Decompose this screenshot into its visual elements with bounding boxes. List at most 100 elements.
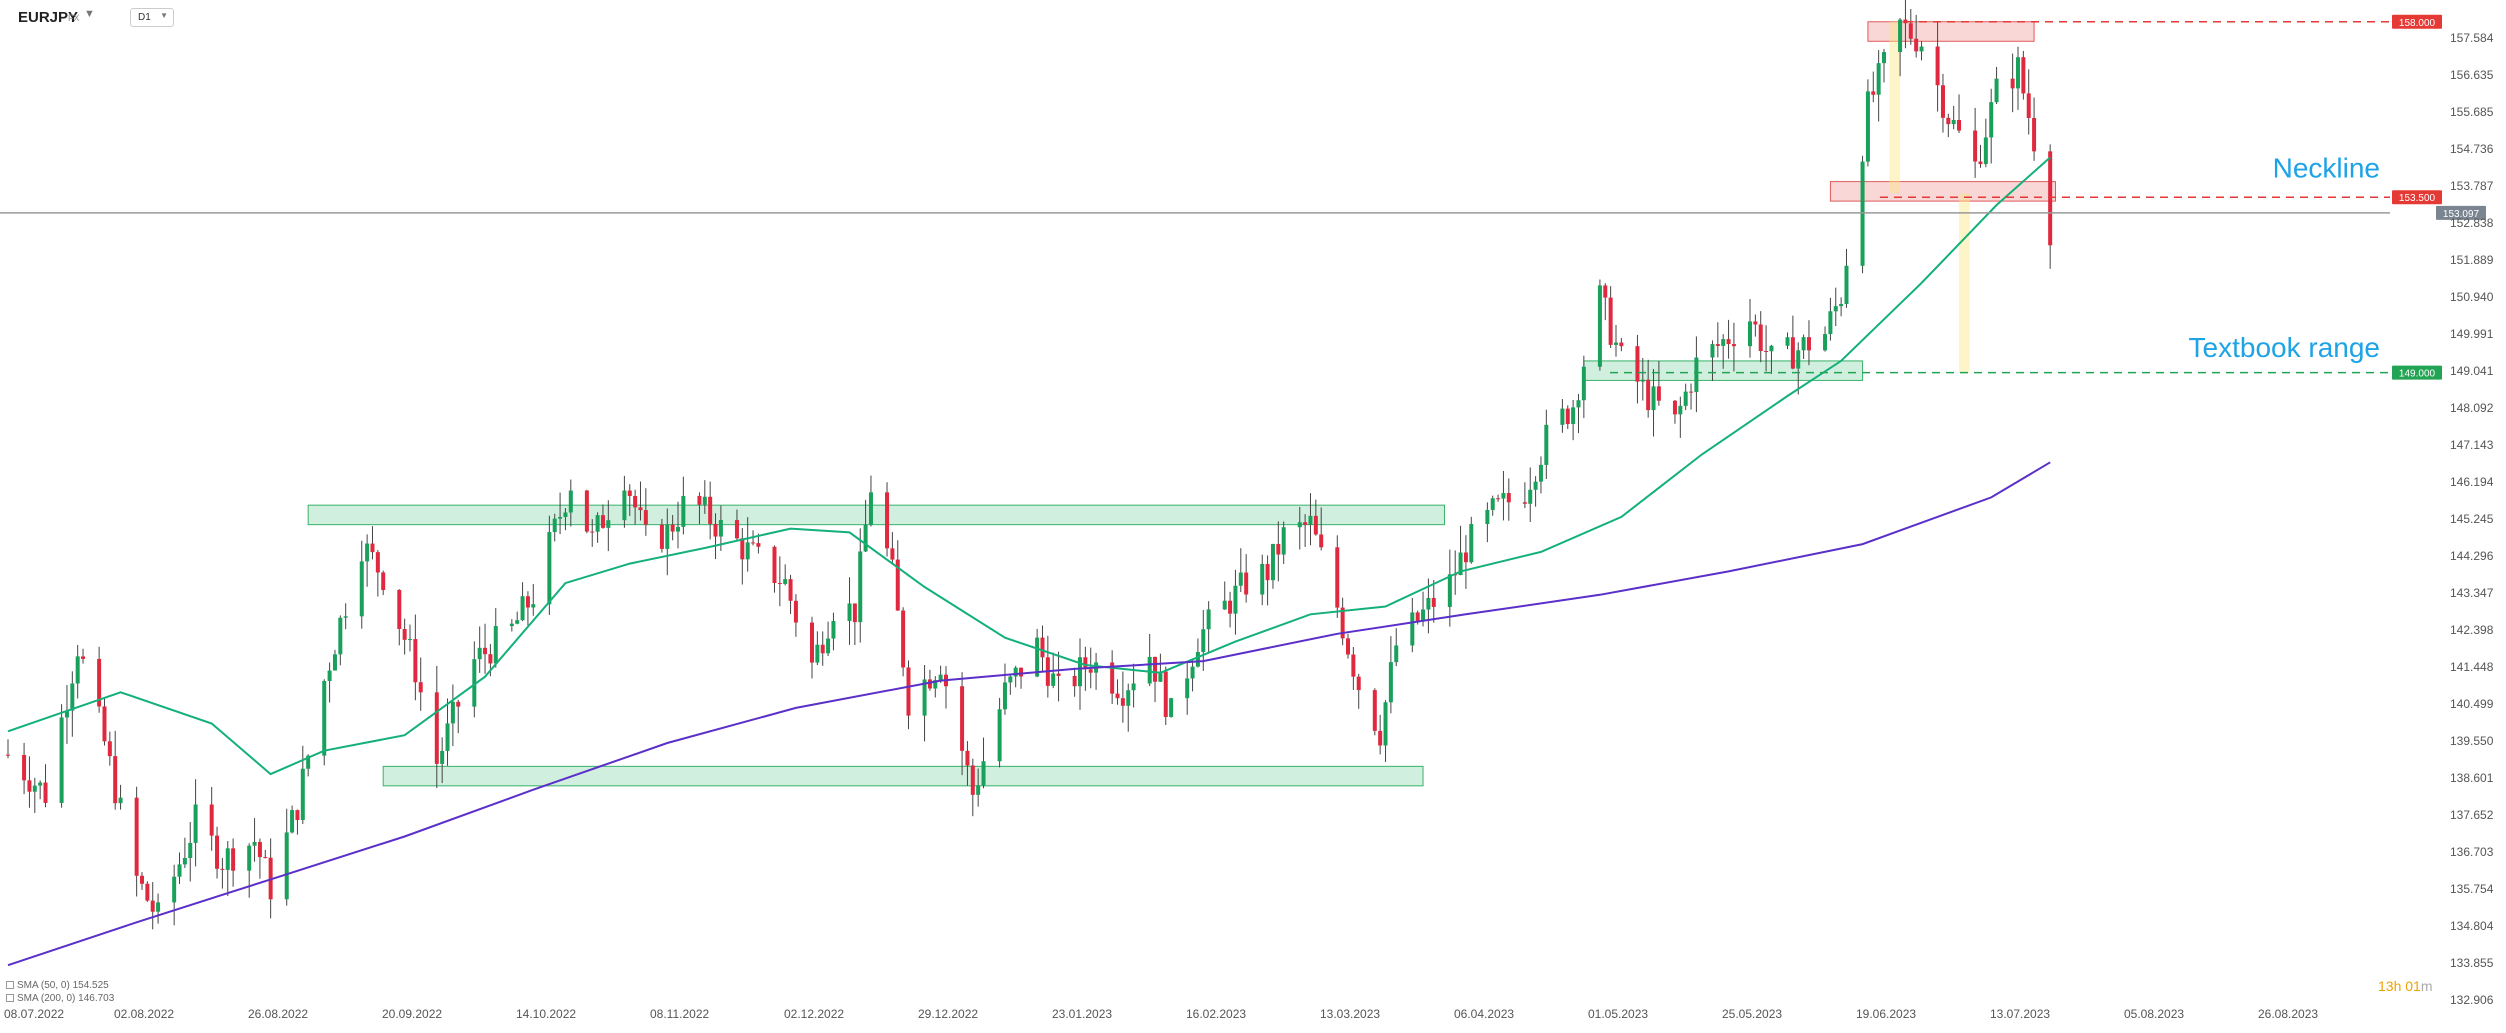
candle-body: [745, 542, 750, 560]
candle-body: [681, 495, 686, 527]
candle-body: [1694, 357, 1699, 393]
chevron-down-icon[interactable]: ▼: [84, 8, 95, 20]
legend-sma50[interactable]: SMA (50, 0) 154.525: [6, 980, 109, 991]
candle-body: [1672, 400, 1677, 415]
candle-body: [563, 512, 568, 517]
x-tick-label: 16.02.2023: [1186, 1007, 1246, 1021]
candle-body: [1303, 522, 1308, 525]
annotation-label: Neckline: [2273, 153, 2380, 184]
candle-body: [1731, 344, 1736, 347]
legend-sma50-label: SMA (50, 0) 154.525: [17, 980, 109, 991]
price-mark-box: [2392, 365, 2442, 380]
timeframe-dropdown[interactable]: D1 ▼: [130, 8, 174, 27]
candle-body: [868, 492, 873, 525]
candle-body: [783, 579, 788, 584]
candle-body: [1726, 339, 1731, 345]
candle-body: [1646, 379, 1651, 411]
symbol-selector[interactable]: EURJPY: [18, 9, 79, 26]
candle-body: [1560, 408, 1565, 425]
candle-body: [1651, 386, 1656, 411]
candle-body: [370, 543, 375, 553]
candle-body: [1206, 609, 1211, 630]
timer-unit: m: [2420, 978, 2433, 994]
candle-body: [1469, 524, 1474, 563]
candle-body: [1689, 391, 1694, 393]
price-mark-box: [2436, 205, 2486, 220]
candle-body: [182, 857, 187, 865]
candle-body: [118, 797, 123, 804]
candle-body: [1957, 119, 1962, 131]
candle-body: [22, 754, 27, 781]
candle-body: [1608, 297, 1613, 345]
x-tick-label: 13.07.2023: [1990, 1007, 2050, 1021]
candle-body: [515, 620, 520, 624]
candle-body: [134, 797, 139, 876]
candle-body: [1994, 78, 1999, 103]
candle-body: [1973, 130, 1978, 162]
price-mark-label: 153.097: [2443, 209, 2480, 220]
zone-yellow: [1889, 21, 1901, 194]
candle-body: [450, 701, 455, 724]
candle-body: [1265, 563, 1270, 581]
candle-body: [734, 520, 739, 539]
candle-body: [1544, 424, 1549, 465]
candle-body: [552, 518, 557, 533]
candle-body: [1806, 337, 1811, 351]
x-tick-label: 26.08.2023: [2258, 1007, 2318, 1021]
visibility-toggle-icon[interactable]: [6, 981, 14, 990]
candle-body: [188, 842, 193, 858]
candle-body: [1463, 552, 1468, 563]
candle-body: [1769, 345, 1774, 352]
x-tick-label: 26.08.2022: [248, 1007, 308, 1021]
x-tick-label: 02.12.2022: [784, 1007, 844, 1021]
candle-body: [1147, 656, 1152, 684]
y-axis: 157.584 156.635 155.685 154.736 153.787 152.8…: [2450, 31, 2494, 1007]
candle-body: [365, 543, 370, 562]
x-tick-label: 13.03.2023: [1320, 1007, 1380, 1021]
y-tick-label: 152.838: [2450, 216, 2494, 230]
candle-body: [1490, 498, 1495, 510]
candle-body: [434, 692, 439, 764]
candle-body: [359, 561, 364, 617]
candle-body: [1844, 265, 1849, 304]
candle-body: [1072, 675, 1077, 687]
candle-body: [890, 548, 895, 560]
candle-body: [247, 845, 252, 871]
candle-body: [284, 832, 289, 900]
candle-body: [1244, 572, 1249, 595]
candle-body: [1581, 366, 1586, 401]
candle-body: [981, 761, 986, 786]
candle-body: [177, 864, 182, 877]
candle-body: [75, 656, 80, 684]
visibility-toggle-icon[interactable]: [6, 994, 14, 1003]
candle-body: [777, 583, 782, 585]
y-tick-label: 153.787: [2450, 179, 2494, 193]
candle-body: [922, 679, 927, 716]
candle-body: [322, 680, 327, 756]
y-tick-label: 132.906: [2450, 993, 2494, 1007]
x-tick-label: 14.10.2022: [516, 1007, 576, 1021]
candle-body: [970, 765, 975, 795]
candle-body: [1281, 527, 1286, 555]
y-tick-label: 133.855: [2450, 956, 2494, 970]
candle-body: [456, 701, 461, 707]
candle-body: [1056, 673, 1061, 676]
candle-body: [895, 559, 900, 611]
candle-body: [2010, 78, 2015, 89]
candle-body: [595, 515, 600, 532]
candle-body: [1351, 654, 1356, 677]
legend-sma200[interactable]: SMA (200, 0) 146.703: [6, 993, 114, 1004]
timer-minutes: 01: [2401, 978, 2421, 994]
candle-body: [793, 600, 798, 623]
candle-body: [38, 782, 43, 786]
candle-body: [1458, 552, 1463, 576]
candle-body: [215, 835, 220, 869]
candle-body: [140, 875, 144, 884]
candle-body: [751, 542, 756, 544]
y-tick-label: 138.601: [2450, 771, 2494, 785]
candle-body: [1678, 405, 1683, 415]
candle-body: [852, 603, 857, 623]
x-tick-label: 01.05.2023: [1588, 1007, 1648, 1021]
zone-yellow: [1959, 193, 1970, 373]
